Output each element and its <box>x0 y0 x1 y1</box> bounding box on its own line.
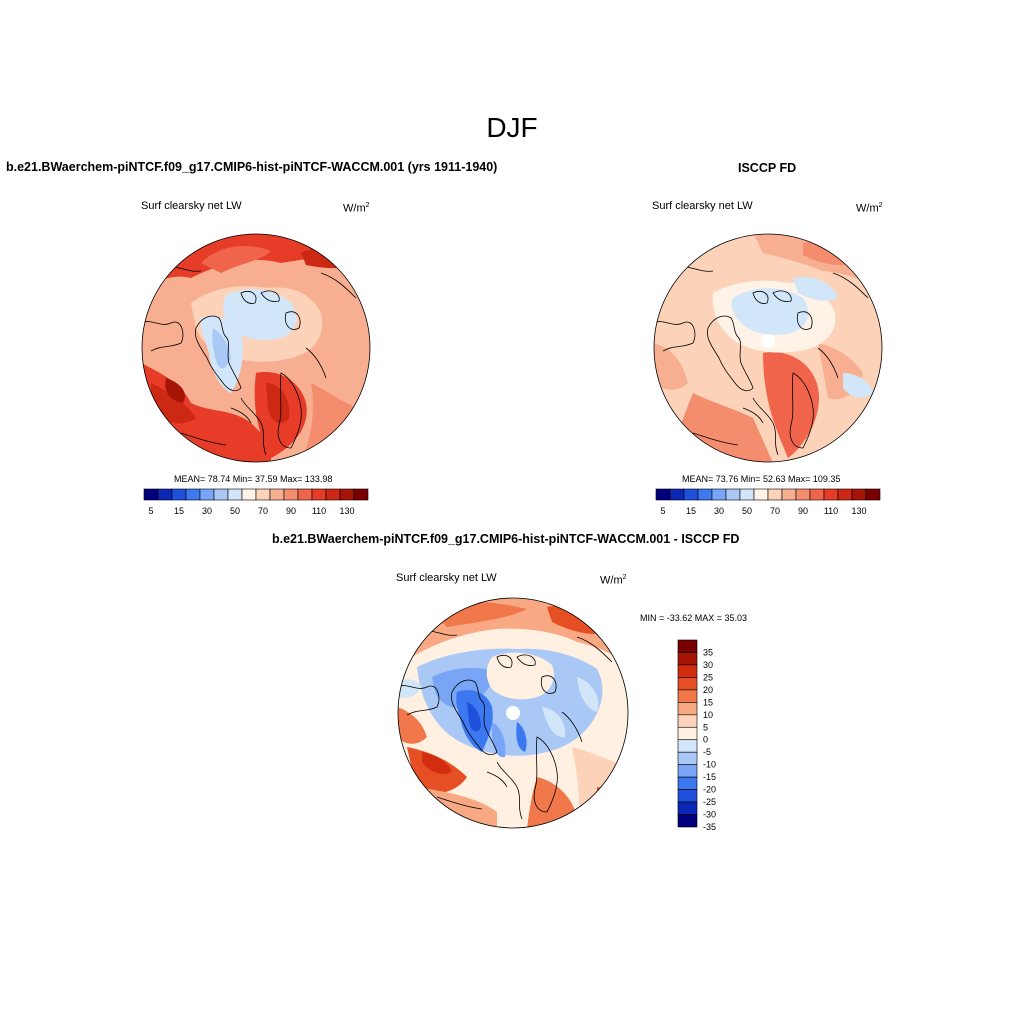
model-colorbar-swatch <box>171 488 187 501</box>
model-colorbar-swatch <box>255 488 271 501</box>
obs-colorbar-swatch <box>851 488 867 501</box>
obs-colorbar-swatch <box>725 488 741 501</box>
model-colorbar-tick-label: 30 <box>202 506 212 516</box>
diff-case-title: b.e21.BWaerchem-piNTCF.f09_g17.CMIP6-his… <box>272 532 740 546</box>
diff-colorbar-swatch <box>677 789 698 803</box>
model-colorbar-tick-label: 90 <box>286 506 296 516</box>
obs-variable-label: Surf clearsky net LW <box>652 200 753 212</box>
diff-colorbar-swatch <box>677 726 698 741</box>
obs-polar-map <box>653 233 883 463</box>
diff-colorbar-tick-label: 15 <box>703 697 713 707</box>
obs-colorbar-tick-label: 30 <box>714 506 724 516</box>
diff-colorbar-tick-label: 25 <box>703 672 713 682</box>
model-colorbar-tick-label: 110 <box>312 506 326 516</box>
model-polar-map <box>141 233 371 463</box>
model-colorbar-tick-label: 70 <box>258 506 268 516</box>
model-colorbar-tick-label: 50 <box>230 506 240 516</box>
obs-colorbar-tick-label: 110 <box>824 506 838 516</box>
model-units-label: W/m2 <box>343 202 370 215</box>
obs-colorbar-swatch <box>865 488 881 501</box>
diff-colorbar-swatch <box>677 714 698 728</box>
diff-stats-label: MIN = -33.62 MAX = 35.03 <box>640 613 748 623</box>
diff-variable-label: Surf clearsky net LW <box>396 572 497 584</box>
diff-colorbar-swatch <box>677 689 698 703</box>
figure-title: DJF <box>486 112 538 143</box>
obs-colorbar-tick-label: 50 <box>742 506 752 516</box>
model-colorbar-swatch <box>339 488 355 501</box>
model-colorbar-swatch <box>199 488 215 501</box>
obs-colorbar-swatch <box>823 488 839 501</box>
diff-colorbar-tick-label: -35 <box>703 822 716 832</box>
model-colorbar-swatch <box>311 488 327 501</box>
diff-polar-map <box>397 597 629 829</box>
obs-colorbar-swatch <box>739 488 755 501</box>
obs-colorbar: 5 15 30 50 70 90 110 130 <box>655 488 881 516</box>
model-colorbar-swatch <box>143 488 159 501</box>
model-colorbar-swatch <box>185 488 201 501</box>
diff-colorbar-swatch <box>677 814 698 828</box>
model-colorbar-tick-label: 130 <box>339 506 354 516</box>
diff-colorbar-tick-label: -20 <box>703 785 716 795</box>
obs-stats-label: MEAN= 73.76 Min= 52.63 Max= 109.35 <box>682 474 841 484</box>
obs-colorbar-swatch <box>683 488 699 501</box>
obs-colorbar-swatch <box>767 488 783 501</box>
diff-colorbar-tick-label: 30 <box>703 660 713 670</box>
model-variable-label: Surf clearsky net LW <box>141 200 242 212</box>
obs-colorbar-swatch <box>711 488 727 501</box>
obs-colorbar-swatch <box>837 488 853 501</box>
diff-colorbar-tick-label: -30 <box>703 810 716 820</box>
obs-colorbar-swatch <box>669 488 685 501</box>
diff-colorbar-tick-label: 20 <box>703 685 713 695</box>
diff-colorbar-swatch <box>677 702 698 716</box>
obs-colorbar-swatch <box>781 488 797 501</box>
model-colorbar-swatch <box>353 488 369 501</box>
obs-colorbar-swatch <box>753 488 769 501</box>
model-colorbar-swatch <box>269 488 285 501</box>
model-colorbar-swatch <box>227 488 243 501</box>
model-colorbar-tick-label: 15 <box>174 506 184 516</box>
diff-colorbar-tick-label: 35 <box>703 647 713 657</box>
model-colorbar-swatch <box>283 488 299 501</box>
diff-colorbar-tick-label: 5 <box>703 722 708 732</box>
obs-colorbar-tick-label: 5 <box>660 506 665 516</box>
model-colorbar-tick-label: 5 <box>148 506 153 516</box>
diff-colorbar-swatch <box>677 801 698 815</box>
obs-colorbar-swatch <box>655 488 671 501</box>
diff-colorbar-swatch <box>677 764 698 778</box>
model-colorbar-swatch <box>241 488 257 501</box>
diff-colorbar-swatch <box>677 751 698 765</box>
diff-colorbar-swatch <box>677 677 698 691</box>
diff-colorbar: 35 30 25 20 15 10 5 0 -5 -10 -15 -20 -25 -30 -35 <box>677 639 716 832</box>
diff-colorbar-tick-label: 0 <box>703 735 708 745</box>
diff-units-label: W/m2 <box>600 574 627 587</box>
obs-colorbar-tick-label: 15 <box>686 506 696 516</box>
model-stats-label: MEAN= 78.74 Min= 37.59 Max= 133.98 <box>174 474 333 484</box>
diff-colorbar-swatch <box>677 639 698 653</box>
obs-colorbar-swatch <box>809 488 825 501</box>
diff-colorbar-swatch <box>677 739 698 753</box>
diff-colorbar-tick-label: 10 <box>703 710 713 720</box>
model-colorbar-swatch <box>213 488 229 501</box>
obs-colorbar-swatch <box>697 488 713 501</box>
diff-colorbar-tick-label: -5 <box>703 747 711 757</box>
obs-colorbar-tick-label: 70 <box>770 506 780 516</box>
diff-colorbar-tick-label: -25 <box>703 797 716 807</box>
model-colorbar-swatch <box>325 488 341 501</box>
diff-colorbar-tick-label: -10 <box>703 760 716 770</box>
model-colorbar: 5 15 30 50 70 90 110 130 <box>143 488 369 516</box>
obs-colorbar-tick-label: 90 <box>798 506 808 516</box>
obs-colorbar-swatch <box>795 488 811 501</box>
diff-colorbar-swatch <box>677 664 698 678</box>
diff-colorbar-swatch <box>677 652 698 666</box>
model-colorbar-swatch <box>297 488 313 501</box>
obs-units-label: W/m2 <box>856 202 883 215</box>
diff-colorbar-swatch <box>677 776 698 790</box>
model-case-title: b.e21.BWaerchem-piNTCF.f09_g17.CMIP6-his… <box>6 160 498 174</box>
diff-colorbar-tick-label: -15 <box>703 772 716 782</box>
obs-case-title: ISCCP FD <box>738 161 797 175</box>
model-colorbar-swatch <box>157 488 173 501</box>
obs-colorbar-tick-label: 130 <box>851 506 866 516</box>
